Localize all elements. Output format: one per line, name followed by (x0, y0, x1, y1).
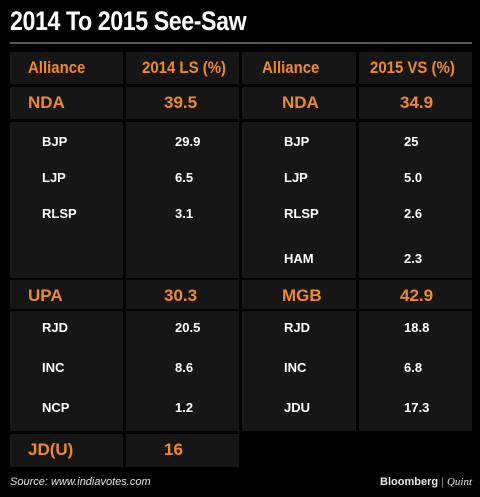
alliance-cell-2014 (10, 434, 123, 467)
party-list-cell-2015 (242, 311, 356, 431)
party-value-2015: 5.0 (404, 170, 423, 185)
party-values-cell-2015 (359, 311, 472, 431)
brand-separator: | (441, 476, 444, 488)
party-label-2014: LJP (42, 170, 66, 185)
title-divider (10, 42, 472, 44)
party-label-2014: RJD (42, 320, 69, 335)
party-value-2015: 25 (404, 134, 419, 149)
column-header-alliance-2015: Alliance (262, 58, 320, 77)
party-value-2015: 2.3 (404, 251, 423, 266)
alliance-value-cell-2014 (126, 434, 239, 467)
party-value-2015: 17.3 (404, 400, 430, 415)
alliance-cell-2015 (242, 280, 356, 309)
party-value-2014: 29.9 (175, 134, 201, 149)
alliance-label-2015: MGB (282, 286, 322, 305)
page-title: 2014 To 2015 See-Saw (10, 6, 247, 36)
alliance-value-cell-2015 (359, 87, 472, 119)
party-value-2014: 6.5 (175, 170, 194, 185)
alliance-value-cell-2015 (359, 280, 472, 309)
alliance-cell-2014 (10, 87, 123, 119)
alliance-label-2014: NDA (28, 93, 65, 112)
alliance-label-2014: JD(U) (28, 440, 74, 459)
brand-sub: Quint (446, 476, 472, 488)
alliance-cell-2014 (10, 280, 123, 309)
party-label-2014: INC (42, 360, 65, 375)
party-value-2015: 2.6 (404, 206, 423, 221)
party-values-cell-2015 (359, 122, 472, 278)
party-label-2015: RLSP (284, 206, 319, 221)
header-cell-alliance-2014 (10, 52, 123, 84)
brand-logo: Bloomberg | Quint (380, 476, 472, 488)
party-list-cell-2015 (242, 122, 356, 278)
party-label-2014: BJP (42, 134, 68, 149)
party-label-2015: HAM (284, 251, 314, 266)
alliance-value-2015: 34.9 (400, 93, 434, 112)
party-values-cell-2014 (126, 311, 239, 431)
party-value-2015: 6.8 (404, 360, 423, 375)
party-values-cell-2014 (126, 122, 239, 278)
header-cell-alliance-2015 (242, 52, 356, 84)
party-value-2014: 3.1 (175, 206, 194, 221)
party-label-2015: RJD (284, 320, 311, 335)
party-value-2014: 8.6 (175, 360, 194, 375)
header-cell-vs-2015 (359, 52, 472, 84)
party-label-2014: RLSP (42, 206, 77, 221)
column-header-ls-2014: 2014 LS (%) (142, 58, 226, 77)
party-label-2015: LJP (284, 170, 308, 185)
alliance-value-cell-2014 (126, 280, 239, 309)
party-value-2015: 18.8 (404, 320, 430, 335)
alliance-value-2014: 30.3 (164, 286, 198, 305)
party-value-2014: 1.2 (175, 400, 194, 415)
party-label-2015: BJP (284, 134, 310, 149)
header-cell-ls-2014 (126, 52, 239, 84)
column-header-vs-2015: 2015 VS (%) (370, 58, 455, 77)
source-note: Source: www.indiavotes.com (10, 476, 151, 488)
alliance-value-2015: 42.9 (400, 286, 434, 305)
alliance-label-2015: NDA (282, 93, 319, 112)
party-label-2015: JDU (284, 400, 311, 415)
alliance-value-2014: 16 (164, 440, 183, 459)
party-value-2014: 20.5 (175, 320, 201, 335)
party-label-2014: NCP (42, 400, 70, 415)
party-label-2015: INC (284, 360, 307, 375)
party-list-cell-2014 (10, 311, 123, 431)
alliance-label-2014: UPA (28, 286, 63, 305)
column-header-alliance-2014: Alliance (28, 58, 86, 77)
brand-name: Bloomberg (380, 476, 439, 488)
party-list-cell-2014 (10, 122, 123, 278)
alliance-value-2014: 39.5 (164, 93, 198, 112)
alliance-cell-2015 (242, 87, 356, 119)
alliance-value-cell-2014 (126, 87, 239, 119)
